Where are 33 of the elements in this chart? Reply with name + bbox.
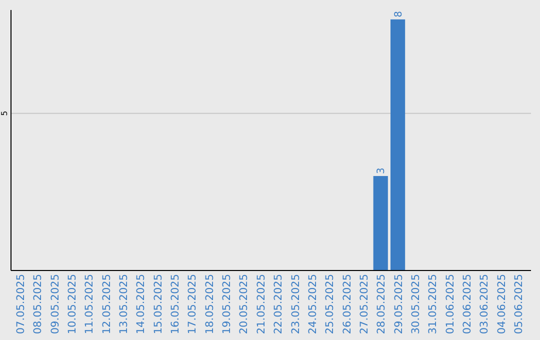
x-tick-label: 28.05.2025 (376, 274, 388, 334)
x-tick-label: 04.06.2025 (496, 274, 508, 334)
x-tick-label: 25.05.2025 (324, 274, 336, 334)
x-tick-label: 12.05.2025 (100, 274, 113, 334)
x-tick-label: 29.05.2025 (392, 274, 405, 334)
x-tick-label: 18.05.2025 (204, 274, 216, 334)
x-tick-label: 19.05.2025 (221, 274, 234, 334)
x-tick-label: 01.06.2025 (444, 274, 456, 334)
x-tick-label: 10.05.2025 (66, 274, 79, 334)
x-tick-label: 26.05.2025 (341, 274, 354, 334)
data-label: 8 (393, 11, 404, 18)
ref-line-label: 5 (0, 110, 9, 116)
x-tick-label: 22.05.2025 (272, 274, 285, 334)
x-tick-label: 09.05.2025 (49, 274, 62, 334)
x-tick-label: 24.05.2025 (306, 274, 319, 334)
x-tick-label: 11.05.2025 (84, 274, 96, 334)
x-tick-label: 08.05.2025 (32, 274, 44, 334)
x-tick-label: 23.05.2025 (290, 274, 302, 334)
data-label: 3 (376, 168, 388, 174)
x-tick-label: 16.05.2025 (170, 274, 182, 334)
x-tick-label: 31.05.2025 (427, 274, 440, 334)
x-tick-label: 13.05.2025 (118, 274, 130, 334)
x-tick-label: 07.05.2025 (15, 274, 28, 334)
x-tick-label: 02.06.2025 (461, 274, 474, 334)
x-tick-label: 14.05.2025 (135, 274, 148, 334)
x-tick-label: 30.05.2025 (410, 274, 422, 334)
x-tick-label: 17.05.2025 (186, 274, 199, 334)
x-tick-label: 27.05.2025 (358, 274, 370, 334)
x-tick-label: 05.06.2025 (512, 274, 525, 334)
x-tick-label: 03.06.2025 (478, 274, 491, 334)
x-tick-label: 15.05.2025 (152, 274, 164, 334)
x-tick-label: 21.05.2025 (255, 274, 268, 334)
x-tick-label: 20.05.2025 (238, 274, 250, 334)
